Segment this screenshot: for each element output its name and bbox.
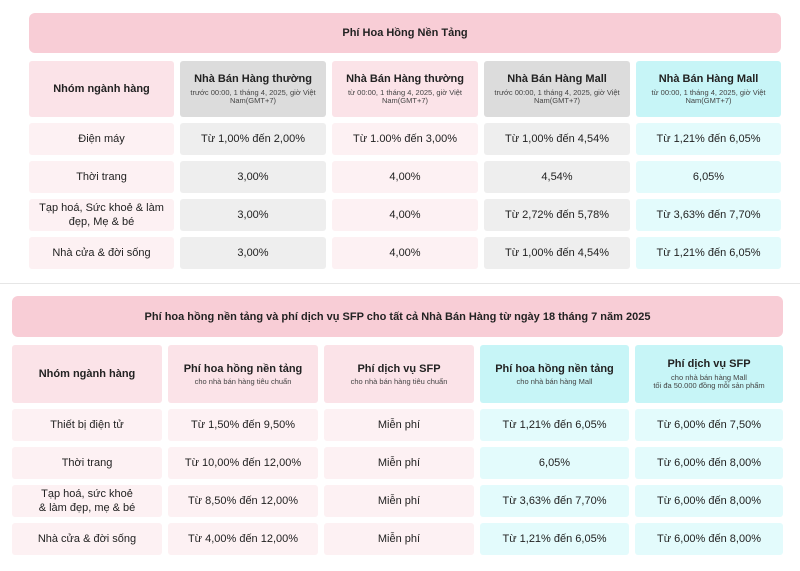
table2-cell: Miễn phí [324, 523, 474, 555]
table2-row-category: Nhà cửa & đời sống [12, 523, 162, 555]
table2-cell: Từ 8,50% đến 12,00% [168, 485, 318, 517]
table2-row-category: Tạp hoá, sức khoẻ & làm đẹp, mẹ & bé [12, 485, 162, 517]
table2-title-banner: Phí hoa hồng nền tảng và phí dịch vụ SFP… [12, 296, 783, 337]
table2-cell: Từ 4,00% đến 12,00% [168, 523, 318, 555]
header-sublabel: trước 00:00, 1 tháng 4, 2025, giờ Việt N… [494, 87, 620, 106]
table1-title-banner: Phí Hoa Hồng Nền Tảng [29, 13, 781, 53]
table2-cell: Miễn phí [324, 409, 474, 441]
table1-header-mall-before: Nhà Bán Hàng Mall trước 00:00, 1 tháng 4… [484, 61, 630, 117]
header-sublabel: trước 00:00, 1 tháng 4, 2025, giờ Việt N… [190, 87, 316, 106]
table2-cell: Từ 1,50% đến 9,50% [168, 409, 318, 441]
table1-cell: 3,00% [180, 199, 326, 231]
table2-cell: Từ 1,21% đến 6,05% [480, 409, 629, 441]
table1-cell: Từ 1,21% đến 6,05% [636, 123, 781, 155]
table2-cell: Miễn phí [324, 447, 474, 479]
header-label: Nhà Bán Hàng Mall [507, 73, 607, 86]
header-sublabel: cho nhà bán hàng Mall tối đa 50.000 đồng… [653, 372, 765, 391]
table2-header-category: Nhóm ngành hàng [12, 345, 162, 403]
table1-cell: Từ 3,63% đến 7,70% [636, 199, 781, 231]
table2-header-standard-commission: Phí hoa hồng nền tảng cho nhà bán hàng t… [168, 345, 318, 403]
table1-row-category: Tạp hoá, Sức khoẻ & làm đẹp, Mẹ & bé [29, 199, 174, 231]
table1-header-mall-after: Nhà Bán Hàng Mall từ 00:00, 1 tháng 4, 2… [636, 61, 781, 117]
section-divider [0, 283, 800, 284]
table1-header-category: Nhóm ngành hàng [29, 61, 174, 117]
table2-cell: Từ 6,00% đến 8,00% [635, 523, 783, 555]
header-sublabel: từ 00:00, 1 tháng 4, 2025, giờ Việt Nam(… [347, 87, 463, 106]
table1-cell: 3,00% [180, 237, 326, 269]
header-label: Phí dịch vụ SFP [667, 358, 751, 371]
table1-cell: 6,05% [636, 161, 781, 193]
header-label: Phí dịch vụ SFP [357, 362, 441, 375]
table2-row-category: Thiết bị điện tử [12, 409, 162, 441]
table2-header-mall-commission: Phí hoa hồng nền tảng cho nhà bán hàng M… [480, 345, 629, 403]
table1-header-regular-after: Nhà Bán Hàng thường từ 00:00, 1 tháng 4,… [332, 61, 478, 117]
header-label: Nhóm ngành hàng [38, 367, 136, 380]
table1-header-regular-before: Nhà Bán Hàng thường trước 00:00, 1 tháng… [180, 61, 326, 117]
table1-cell: 3,00% [180, 161, 326, 193]
header-sublabel: từ 00:00, 1 tháng 4, 2025, giờ Việt Nam(… [651, 87, 766, 106]
table1-cell: Từ 2,72% đến 5,78% [484, 199, 630, 231]
table1-cell: 4,54% [484, 161, 630, 193]
header-sublabel: cho nhà bán hàng Mall [516, 376, 593, 386]
table2-cell: Từ 6,00% đến 8,00% [635, 447, 783, 479]
table1-cell: 4,00% [332, 161, 478, 193]
table2-row-category: Thời trang [12, 447, 162, 479]
table1-row-category: Điện máy [29, 123, 174, 155]
header-label: Nhóm ngành hàng [53, 82, 150, 95]
table1-cell: 4,00% [332, 237, 478, 269]
table1-grid: Nhóm ngành hàng Nhà Bán Hàng thường trướ… [29, 61, 781, 269]
table2-cell: Từ 6,00% đến 7,50% [635, 409, 783, 441]
table2-cell: Từ 6,00% đến 8,00% [635, 485, 783, 517]
table1-cell: Từ 1,00% đến 2,00% [180, 123, 326, 155]
table1-row-category: Nhà cửa & đời sống [29, 237, 174, 269]
header-label: Phí hoa hồng nền tảng [495, 362, 614, 375]
header-label: Nhà Bán Hàng thường [194, 73, 312, 86]
table2-cell: Từ 1,21% đến 6,05% [480, 523, 629, 555]
table1-cell: 4,00% [332, 199, 478, 231]
table2-cell: 6,05% [480, 447, 629, 479]
header-label: Nhà Bán Hàng thường [346, 73, 464, 86]
table2-header-standard-sfp: Phí dịch vụ SFP cho nhà bán hàng tiêu ch… [324, 345, 474, 403]
header-sublabel: cho nhà bán hàng tiêu chuẩn [194, 376, 292, 386]
table2-cell: Từ 3,63% đến 7,70% [480, 485, 629, 517]
header-sublabel: cho nhà bán hàng tiêu chuẩn [350, 376, 448, 386]
table2-title: Phí hoa hồng nền tảng và phí dịch vụ SFP… [144, 310, 651, 323]
table2-grid: Nhóm ngành hàng Phí hoa hồng nền tảng ch… [12, 345, 783, 555]
table2-header-mall-sfp: Phí dịch vụ SFP cho nhà bán hàng Mall tố… [635, 345, 783, 403]
table1-cell: Từ 1,00% đến 4,54% [484, 123, 630, 155]
header-label: Phí hoa hồng nền tảng [183, 362, 303, 375]
table1-cell: Từ 1,00% đến 4,54% [484, 237, 630, 269]
header-label: Nhà Bán Hàng Mall [658, 73, 759, 86]
table2-cell: Từ 10,00% đến 12,00% [168, 447, 318, 479]
table1-row-category: Thời trang [29, 161, 174, 193]
table1-cell: Từ 1,21% đến 6,05% [636, 237, 781, 269]
table1-cell: Từ 1.00% đến 3,00% [332, 123, 478, 155]
table1-title: Phí Hoa Hồng Nền Tảng [342, 27, 468, 39]
table2-cell: Miễn phí [324, 485, 474, 517]
